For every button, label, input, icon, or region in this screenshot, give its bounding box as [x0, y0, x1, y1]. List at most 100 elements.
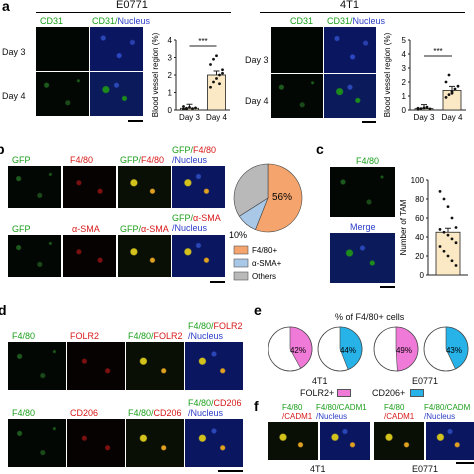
- panel-a-right-merge-label: CD31/Nucleus: [327, 16, 386, 26]
- panel-a-left-day4-label: Day 4: [2, 91, 26, 101]
- panel-a-left-title: E0771: [116, 0, 148, 11]
- panel-f-label-3: F4/80/CADM1: [384, 403, 415, 421]
- pie-slice: [289, 326, 313, 369]
- data-point: [188, 105, 191, 109]
- legend-label: α-SMA+: [252, 259, 282, 268]
- legend-cd206-swatch: [410, 389, 424, 397]
- data-point: [446, 254, 450, 258]
- panel-b-row1-label-2: F4/80: [70, 155, 94, 165]
- y-tick-label: 80: [415, 195, 424, 204]
- data-point: [182, 105, 185, 108]
- micrograph-b-row2-merge: [118, 235, 171, 277]
- pie-slice: [445, 326, 469, 370]
- data-point: [428, 107, 432, 111]
- y-tick-label: 2: [402, 78, 407, 87]
- panel-a-left-merge-label: CD31/Nucleus: [92, 16, 151, 26]
- micrograph-b-row2-merge-nucleus: [172, 235, 225, 277]
- data-point: [221, 68, 224, 72]
- data-point: [444, 96, 448, 99]
- micrograph-b-row1-merge: [118, 166, 171, 208]
- panel-f-group1: 4T1: [310, 464, 326, 474]
- panel-d-row2-label-4: F4/80/CD206/Nucleus: [188, 398, 242, 418]
- legend-swatch: [233, 245, 249, 255]
- micrograph-b-row1-f480: [63, 166, 116, 208]
- panel-a-right-day3-label: Day 3: [245, 55, 269, 65]
- y-tick-label: 4: [168, 36, 173, 45]
- y-tick-label: 1: [168, 89, 173, 98]
- y-tick-label: 0: [168, 106, 173, 115]
- micrograph-b-row2-gfp: [8, 235, 61, 277]
- data-point: [209, 63, 212, 66]
- micrograph-f-e0771-merge-nucleus: [426, 422, 474, 460]
- data-point: [215, 54, 218, 58]
- panel-letter-f: f: [254, 398, 259, 414]
- pie-slice-label: 42%: [290, 346, 306, 355]
- bar: [435, 231, 461, 276]
- micrograph-a-right-day4-merge: [324, 74, 376, 118]
- panel-b-row1-label-4: GFP/F4/80/Nucleus: [172, 145, 217, 165]
- data-point: [416, 106, 420, 110]
- y-tick-label: 20: [415, 252, 424, 261]
- data-point: [444, 80, 448, 84]
- data-point: [212, 80, 215, 84]
- data-point: [454, 226, 458, 229]
- data-point: [454, 264, 458, 267]
- data-point: [438, 190, 442, 193]
- data-point: [425, 105, 429, 109]
- y-axis-label: Number of TAM: [399, 199, 408, 255]
- pie-slice: [395, 326, 419, 372]
- x-tick-label: Day 4: [206, 113, 227, 122]
- pie-slice: [255, 163, 303, 233]
- significance-label: ***: [198, 37, 207, 46]
- panel-d-row2-label-3: F4/80/CD206: [128, 408, 182, 418]
- y-tick-label: 4: [402, 50, 407, 59]
- legend-folr2-label: FOLR2+: [300, 388, 335, 398]
- micrograph-f-4t1-merge: [268, 422, 318, 460]
- panel-a-right-title-rule: [260, 12, 465, 13]
- y-tick-label: 5: [402, 36, 407, 45]
- data-point: [209, 85, 212, 89]
- data-point: [454, 241, 458, 245]
- scale-bar: [128, 120, 143, 122]
- y-tick-label: 40: [415, 233, 424, 242]
- panel-d-row2-label-2: CD206: [70, 408, 99, 418]
- data-point: [447, 73, 451, 77]
- data-point: [185, 107, 188, 111]
- micrograph-b-row2-asma: [63, 235, 116, 277]
- legend-swatch: [233, 258, 249, 268]
- panel-d-row2-label-1: F4/80: [12, 408, 36, 418]
- significance-label: ***: [433, 47, 442, 56]
- panel-a-right-day4-label: Day 4: [245, 96, 269, 106]
- bar-chart-a-left: 0 1 2 3 4 Blood vessel region (%) Day 3 Day 4 **…: [151, 32, 230, 122]
- data-point: [456, 84, 460, 88]
- panel-letter-c: c: [316, 141, 324, 157]
- y-tick-label: 1: [402, 92, 407, 101]
- legend-swatch: [233, 271, 249, 281]
- data-point: [422, 106, 426, 110]
- bar-chart-c: 0 20 40 60 80 100 Number of TAM: [399, 176, 468, 280]
- data-point: [212, 57, 215, 61]
- panel-d-row1-label-4: F4/80/FOLR2/Nucleus: [188, 321, 243, 341]
- y-tick-label: 0: [402, 106, 407, 115]
- panel-letter-d: d: [0, 302, 7, 318]
- panel-f-label-4: F4/80/CADM/Nucleus: [424, 403, 471, 421]
- micrograph-b-row1-gfp: [8, 166, 61, 208]
- data-point: [438, 245, 442, 248]
- pie-chart-b: 56% 10% F4/80+ α-SMA+ Others: [229, 163, 303, 281]
- micrograph-d-row1-folr2: [67, 342, 125, 390]
- micrograph-c-f480: [330, 167, 395, 217]
- data-point: [218, 82, 221, 86]
- data-point: [221, 71, 224, 75]
- micrograph-d-row2-cd206: [67, 419, 125, 467]
- scale-bar: [380, 286, 395, 288]
- pie-charts-e: 42% 44% 49% 43%: [268, 326, 469, 372]
- micrograph-a-left-day3-merge: [90, 27, 143, 71]
- data-point: [191, 107, 194, 110]
- data-point: [450, 237, 454, 241]
- scale-bar: [362, 121, 376, 123]
- micrograph-a-left-day4-cd31: [36, 72, 89, 116]
- data-point: [442, 249, 446, 253]
- data-point: [453, 87, 457, 91]
- micrograph-f-4t1-merge-nucleus: [320, 422, 370, 460]
- data-point: [450, 91, 454, 95]
